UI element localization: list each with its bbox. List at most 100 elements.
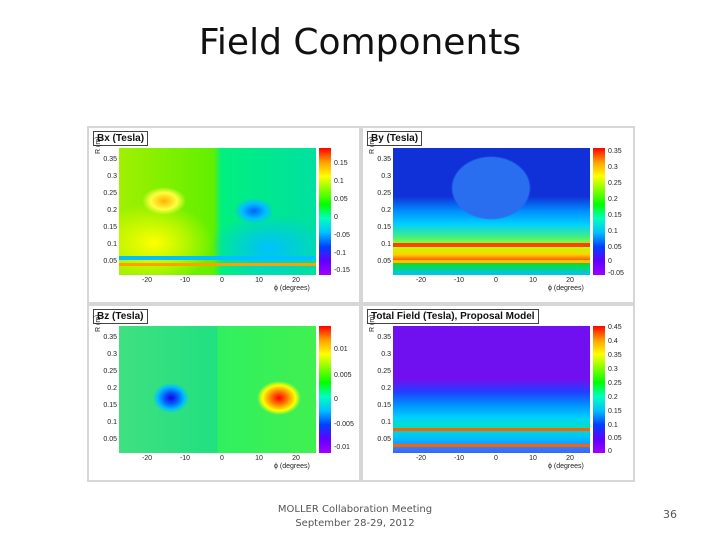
panel-bx: Bx (Tesla) R (m) 0.35 0.3 0.25 0.2 0.15 … bbox=[89, 128, 359, 302]
x-tick-label: 20 bbox=[566, 455, 574, 462]
y-tick-label: 0.35 bbox=[103, 156, 117, 163]
y-tick-label: 0.1 bbox=[107, 241, 117, 248]
colorbar-label: 0.15 bbox=[608, 408, 622, 415]
y-tick-label: 0.35 bbox=[377, 156, 391, 163]
panel-title: By (Tesla) bbox=[367, 131, 423, 146]
colorbar-label: 0.2 bbox=[608, 196, 618, 203]
y-tick-label: 0.15 bbox=[377, 224, 391, 231]
colorbar-label: 0.45 bbox=[608, 324, 622, 331]
x-axis-title: ϕ (degrees) bbox=[274, 285, 310, 292]
y-tick-label: 0.3 bbox=[107, 173, 117, 180]
y-tick-label: 0.35 bbox=[377, 334, 391, 341]
y-tick-label: 0.1 bbox=[381, 241, 391, 248]
y-tick-label: 0.05 bbox=[103, 258, 117, 265]
x-tick-label: -10 bbox=[179, 455, 191, 462]
y-tick-label: 0.3 bbox=[381, 351, 391, 358]
y-tick-label: 0.05 bbox=[377, 258, 391, 265]
footer-meeting-name: MOLLER Collaboration Meeting bbox=[277, 504, 433, 515]
y-tick-label: 0.25 bbox=[377, 190, 391, 197]
y-tick-label: 0.35 bbox=[103, 334, 117, 341]
x-tick-label: 20 bbox=[292, 277, 300, 284]
slide-title: Field Components bbox=[198, 22, 522, 63]
x-tick-label: 0 bbox=[494, 277, 498, 284]
y-tick-label: 0.05 bbox=[377, 436, 391, 443]
y-tick-label: 0.15 bbox=[103, 224, 117, 231]
y-tick-label: 0.05 bbox=[103, 436, 117, 443]
colorbar-label: 0.3 bbox=[608, 366, 618, 373]
y-tick-label: 0.25 bbox=[103, 368, 117, 375]
page-number: 36 bbox=[663, 508, 677, 521]
heatmap-bx bbox=[119, 148, 316, 275]
colorbar bbox=[319, 148, 331, 275]
x-tick-label: -10 bbox=[453, 455, 465, 462]
colorbar-label: 0 bbox=[334, 214, 338, 221]
colorbar-label: -0.1 bbox=[334, 250, 347, 257]
y-tick-label: 0.25 bbox=[377, 368, 391, 375]
panel-title: Bz (Tesla) bbox=[93, 309, 148, 324]
panel-title: Bx (Tesla) bbox=[93, 131, 149, 146]
stripe bbox=[393, 260, 590, 263]
colorbar-label: 0.01 bbox=[334, 346, 348, 353]
x-tick-label: 10 bbox=[255, 277, 263, 284]
heatmap-total-field bbox=[393, 326, 590, 453]
x-tick-label: 20 bbox=[566, 277, 574, 284]
colorbar-label: 0.1 bbox=[608, 422, 618, 429]
colorbar-label: 0.1 bbox=[608, 228, 618, 235]
stripe bbox=[393, 444, 590, 447]
y-tick-label: 0.15 bbox=[377, 402, 391, 409]
x-tick-label: 20 bbox=[292, 455, 300, 462]
x-tick-label: -20 bbox=[141, 277, 153, 284]
x-axis-title: ϕ (degrees) bbox=[274, 463, 310, 470]
x-axis-title: ϕ (degrees) bbox=[548, 285, 584, 292]
colorbar-label: 0.25 bbox=[608, 380, 622, 387]
colorbar-label: 0 bbox=[608, 448, 612, 455]
x-axis-title: ϕ (degrees) bbox=[548, 463, 584, 470]
colorbar bbox=[593, 326, 605, 453]
colorbar-label: 0 bbox=[608, 258, 612, 265]
colorbar-label: 0.15 bbox=[608, 212, 622, 219]
x-tick-label: 0 bbox=[494, 455, 498, 462]
x-tick-label: 0 bbox=[220, 455, 224, 462]
stripe bbox=[393, 243, 590, 247]
y-tick-label: 0.25 bbox=[103, 190, 117, 197]
colorbar-label: 0.05 bbox=[334, 196, 348, 203]
colorbar-label: 0.005 bbox=[334, 372, 352, 379]
x-tick-label: 0 bbox=[220, 277, 224, 284]
colorbar-label: 0.1 bbox=[334, 178, 344, 185]
panel-by: By (Tesla) R (m) 0.35 0.3 0.25 0.2 0.15 … bbox=[363, 128, 633, 302]
colorbar-label: -0.05 bbox=[608, 270, 624, 277]
colorbar-label: -0.01 bbox=[334, 444, 350, 451]
colorbar-label: 0.35 bbox=[608, 148, 622, 155]
colorbar-label: 0.05 bbox=[608, 244, 622, 251]
y-axis-title: R (m) bbox=[95, 136, 102, 155]
slide-footer: MOLLER Collaboration Meeting September 2… bbox=[250, 503, 460, 531]
stripe bbox=[119, 263, 316, 266]
stripe bbox=[393, 428, 590, 431]
y-tick-label: 0.2 bbox=[107, 207, 117, 214]
colorbar-label: 0.35 bbox=[608, 352, 622, 359]
colorbar bbox=[319, 326, 331, 453]
colorbar-label: 0.4 bbox=[608, 338, 618, 345]
stripe bbox=[119, 256, 316, 260]
field-plot-grid: Bx (Tesla) R (m) 0.35 0.3 0.25 0.2 0.15 … bbox=[87, 126, 635, 482]
x-tick-label: -10 bbox=[179, 277, 191, 284]
y-tick-label: 0.15 bbox=[103, 402, 117, 409]
y-tick-label: 0.3 bbox=[107, 351, 117, 358]
x-tick-label: 10 bbox=[255, 455, 263, 462]
y-tick-label: 0.3 bbox=[381, 173, 391, 180]
heatmap-by bbox=[393, 148, 590, 275]
x-tick-label: -10 bbox=[453, 277, 465, 284]
colorbar-label: 0 bbox=[334, 396, 338, 403]
colorbar-label: -0.05 bbox=[334, 232, 350, 239]
colorbar-label: 0.25 bbox=[608, 180, 622, 187]
colorbar-label: -0.005 bbox=[334, 421, 354, 428]
y-tick-label: 0.2 bbox=[107, 385, 117, 392]
y-tick-label: 0.1 bbox=[381, 419, 391, 426]
y-tick-label: 0.1 bbox=[107, 419, 117, 426]
colorbar-label: 0.3 bbox=[608, 164, 618, 171]
y-tick-label: 0.2 bbox=[381, 207, 391, 214]
panel-bz: Bz (Tesla) R (m) 0.35 0.3 0.25 0.2 0.15 … bbox=[89, 306, 359, 480]
heatmap-bz bbox=[119, 326, 316, 453]
footer-meeting-date: September 28-29, 2012 bbox=[295, 518, 415, 529]
colorbar-label: -0.15 bbox=[334, 267, 350, 274]
